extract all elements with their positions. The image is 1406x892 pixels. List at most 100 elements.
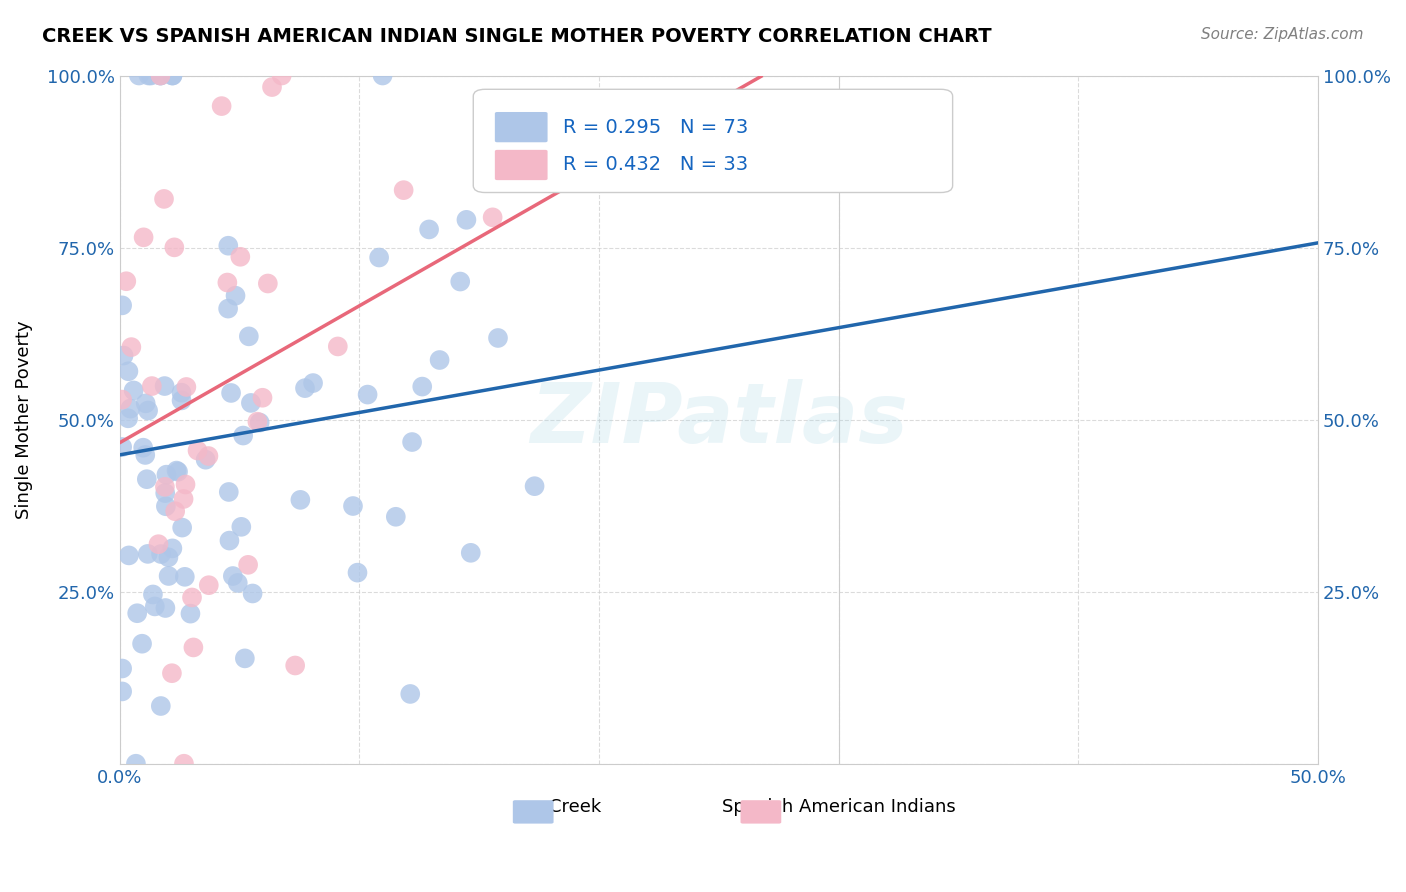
Creek bbox=[418, 222, 440, 236]
Creek bbox=[149, 698, 172, 713]
Spanish American Indians bbox=[115, 274, 138, 288]
Text: Creek: Creek bbox=[548, 798, 602, 816]
Text: Spanish American Indians: Spanish American Indians bbox=[721, 798, 956, 816]
Creek bbox=[117, 364, 139, 378]
Creek bbox=[162, 69, 184, 83]
Creek bbox=[231, 520, 253, 534]
Creek bbox=[233, 651, 256, 665]
Creek bbox=[217, 238, 239, 252]
Spanish American Indians bbox=[165, 504, 187, 518]
Creek bbox=[111, 440, 134, 454]
Creek bbox=[117, 411, 139, 425]
Creek bbox=[356, 387, 378, 401]
Creek bbox=[131, 637, 153, 651]
Spanish American Indians bbox=[246, 415, 269, 429]
Spanish American Indians bbox=[217, 276, 239, 290]
Spanish American Indians bbox=[153, 192, 176, 206]
Spanish American Indians bbox=[236, 558, 259, 572]
Creek bbox=[486, 331, 509, 345]
Spanish American Indians bbox=[173, 756, 195, 771]
Creek bbox=[399, 687, 422, 701]
Creek bbox=[371, 69, 394, 83]
Spanish American Indians bbox=[173, 491, 195, 506]
Creek bbox=[429, 353, 451, 368]
Creek bbox=[155, 467, 177, 482]
Spanish American Indians bbox=[174, 477, 197, 491]
FancyBboxPatch shape bbox=[513, 800, 554, 823]
Creek bbox=[523, 479, 546, 493]
Text: R = 0.295   N = 73: R = 0.295 N = 73 bbox=[564, 118, 748, 136]
Spanish American Indians bbox=[229, 250, 252, 264]
Creek bbox=[222, 569, 245, 583]
Spanish American Indians bbox=[270, 69, 292, 83]
Spanish American Indians bbox=[149, 69, 172, 83]
Creek bbox=[217, 301, 239, 316]
Spanish American Indians bbox=[176, 380, 198, 394]
Creek bbox=[112, 349, 135, 363]
Creek bbox=[401, 435, 423, 450]
Creek bbox=[127, 606, 149, 620]
Creek bbox=[155, 500, 177, 514]
Creek bbox=[111, 684, 134, 698]
Creek bbox=[218, 533, 240, 548]
Spanish American Indians bbox=[183, 640, 205, 655]
Creek bbox=[290, 492, 312, 507]
Text: Source: ZipAtlas.com: Source: ZipAtlas.com bbox=[1201, 27, 1364, 42]
FancyBboxPatch shape bbox=[741, 800, 782, 823]
Creek bbox=[294, 381, 316, 395]
Creek bbox=[157, 569, 180, 583]
Spanish American Indians bbox=[120, 340, 142, 354]
Creek bbox=[167, 465, 190, 479]
Creek bbox=[166, 464, 188, 478]
Creek bbox=[134, 448, 156, 462]
Text: CREEK VS SPANISH AMERICAN INDIAN SINGLE MOTHER POVERTY CORRELATION CHART: CREEK VS SPANISH AMERICAN INDIAN SINGLE … bbox=[42, 27, 991, 45]
Spanish American Indians bbox=[284, 658, 307, 673]
Creek bbox=[385, 509, 408, 524]
Spanish American Indians bbox=[211, 99, 233, 113]
Creek bbox=[136, 547, 159, 561]
Creek bbox=[162, 541, 184, 556]
Creek bbox=[170, 385, 193, 400]
Creek bbox=[219, 386, 242, 401]
Spanish American Indians bbox=[481, 211, 503, 225]
Creek bbox=[172, 520, 194, 534]
Creek bbox=[239, 396, 262, 410]
Creek bbox=[155, 601, 177, 615]
Spanish American Indians bbox=[163, 240, 186, 254]
Creek bbox=[218, 485, 240, 500]
Creek bbox=[238, 329, 260, 343]
Creek bbox=[226, 576, 249, 591]
Creek bbox=[232, 428, 254, 442]
Spanish American Indians bbox=[181, 591, 204, 605]
Creek bbox=[242, 586, 264, 600]
Creek bbox=[143, 599, 166, 614]
Creek bbox=[122, 384, 145, 398]
Creek bbox=[120, 401, 142, 416]
Creek bbox=[128, 69, 150, 83]
Creek bbox=[249, 416, 271, 430]
Creek bbox=[135, 472, 157, 486]
Spanish American Indians bbox=[153, 480, 176, 494]
Spanish American Indians bbox=[186, 443, 208, 458]
Spanish American Indians bbox=[197, 449, 219, 463]
Creek bbox=[342, 499, 364, 513]
Creek bbox=[460, 546, 482, 560]
Creek bbox=[449, 275, 471, 289]
Creek bbox=[225, 288, 247, 302]
Creek bbox=[150, 547, 173, 561]
Creek bbox=[111, 661, 134, 675]
Creek bbox=[135, 396, 157, 410]
Creek bbox=[302, 376, 325, 390]
Text: R = 0.432   N = 33: R = 0.432 N = 33 bbox=[564, 155, 748, 175]
Spanish American Indians bbox=[148, 537, 170, 551]
Creek bbox=[111, 298, 134, 312]
Spanish American Indians bbox=[132, 230, 155, 244]
Creek bbox=[456, 212, 478, 227]
Spanish American Indians bbox=[392, 183, 415, 197]
Creek bbox=[411, 379, 433, 393]
Creek bbox=[173, 570, 195, 584]
FancyBboxPatch shape bbox=[474, 89, 953, 193]
Creek bbox=[142, 587, 165, 601]
Creek bbox=[149, 69, 172, 83]
Creek bbox=[157, 550, 180, 565]
